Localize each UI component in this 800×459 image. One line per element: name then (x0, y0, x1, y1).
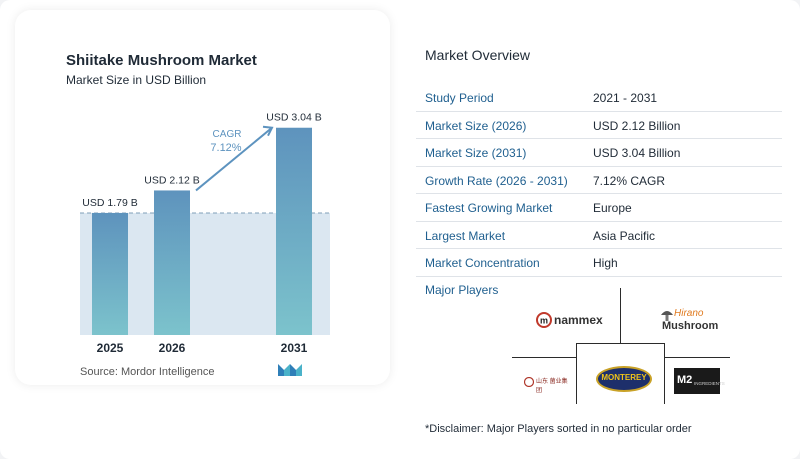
overview-value: USD 2.12 Billion (593, 118, 681, 133)
cagr-label: CAGR (213, 129, 242, 140)
overview-value: USD 3.04 Billion (593, 146, 681, 160)
mushroom-icon (661, 311, 673, 321)
overview-value: 7.12% CAGR (593, 173, 666, 188)
shiitake-company-logo: 山东 菌业集团 (524, 375, 570, 394)
cagr-arrow-line (195, 126, 273, 192)
shiitake-company-logo-text: 山东 菌业集团 (536, 379, 568, 394)
monterey-logo: MONTEREY (596, 366, 652, 392)
bar-2026 (154, 190, 190, 335)
logo-grid-divider (512, 357, 576, 358)
chart-title: Shiitake Mushroom Market (66, 52, 257, 69)
overview-row-study-period: Study Period 2021 - 2031 (416, 84, 782, 112)
overview-row-largest-market: Largest Market Asia Pacific (416, 222, 782, 249)
overview-row-market-size-2026: Market Size (2026) USD 2.12 Billion (416, 112, 782, 139)
major-players-title: Major Players (425, 283, 499, 297)
source-note: Source: Mordor Intelligence (80, 366, 215, 378)
mordor-intelligence-logo-icon (278, 364, 302, 376)
nammex-logo-text: nammex (554, 313, 603, 327)
overview-value: Europe (593, 201, 632, 215)
overview-value: 2021 - 2031 (593, 91, 658, 105)
m2-ingredients-logo: M2 INGREDIENTS (674, 368, 725, 394)
market-overview-table: Study Period 2021 - 2031 Market Size (20… (416, 84, 782, 277)
x-tick-2025: 2025 (97, 341, 124, 355)
overview-row-growth-rate: Growth Rate (2026 - 2031) 7.12% CAGR (416, 167, 782, 194)
logo-grid-divider (620, 288, 621, 343)
overview-value: Asia Pacific (593, 228, 656, 243)
cagr-arrow-head (262, 125, 274, 137)
overview-value: High (593, 256, 618, 270)
data-label-2025: USD 1.79 B (82, 197, 137, 209)
nammex-emblem-icon: m (536, 312, 552, 328)
overview-row-fastest-growing-market: Fastest Growing Market Europe (416, 194, 782, 222)
logo-grid-divider (664, 343, 665, 404)
logo-grid-divider (576, 343, 577, 404)
logo-grid-divider (664, 357, 730, 358)
m2-ingredients-logo-text: INGREDIENTS (694, 381, 725, 386)
hirano-mushroom-logo: Hirano Mushroom (660, 308, 720, 338)
overview-label: Market Size (2031) (425, 146, 527, 160)
market-overview-title: Market Overview (425, 47, 531, 63)
overview-label: Largest Market (425, 228, 506, 243)
cagr-value: 7.12% (210, 142, 241, 154)
bar-chart: USD 1.79 B 2025 USD 2.12 B 2026 USD 3.04 B 20… (80, 112, 330, 355)
hirano-logo-text: Hirano (674, 308, 704, 319)
bar-2025 (92, 212, 128, 335)
data-label-2031: USD 3.04 B (266, 112, 321, 124)
overview-label: Market Concentration (425, 256, 540, 270)
svg-text:m: m (540, 316, 548, 326)
logo-grid-divider (576, 343, 665, 344)
disclaimer-note: *Disclaimer: Major Players sorted in no … (425, 423, 692, 435)
chart-subtitle: Market Size in USD Billion (66, 73, 207, 87)
overview-label: Study Period (425, 91, 494, 105)
data-label-2026: USD 2.12 B (144, 174, 199, 186)
overview-row-market-concentration: Market Concentration High (416, 249, 782, 277)
overview-label: Market Size (2026) (425, 118, 527, 133)
bar-2031 (276, 127, 312, 336)
overview-label: Growth Rate (2026 - 2031) (425, 173, 568, 188)
x-tick-2031: 2031 (281, 341, 308, 355)
hirano-mushroom-logo-text: Mushroom (662, 320, 719, 332)
overview-label: Fastest Growing Market (425, 201, 553, 215)
company-emblem-icon (524, 377, 534, 387)
x-tick-2026: 2026 (159, 341, 186, 355)
overview-row-market-size-2031: Market Size (2031) USD 3.04 Billion (416, 139, 782, 167)
m2-logo-mark: M2 (677, 374, 693, 386)
nammex-logo: m nammex (536, 310, 606, 332)
monterey-logo-text: MONTEREY (601, 373, 647, 382)
